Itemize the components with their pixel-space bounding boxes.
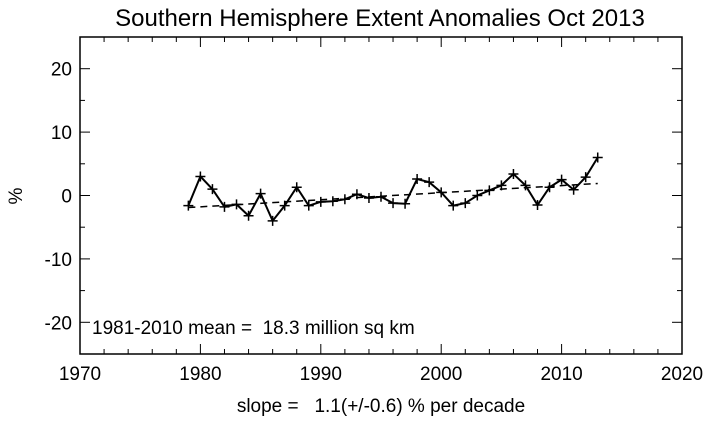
data-point [243, 210, 254, 221]
data-point [448, 200, 459, 211]
y-tick-labels: -20 -10 0 10 20 [45, 60, 72, 335]
x-tick-label: 1970 [59, 364, 101, 385]
x-tick-label: 2020 [661, 364, 703, 385]
data-point [424, 177, 435, 188]
mean-annotation: 1981-2010 mean = 18.3 million sq km [92, 318, 415, 339]
x-tick-label: 1990 [300, 364, 342, 385]
data-point [520, 180, 531, 191]
data-point [484, 185, 495, 196]
data-point [327, 196, 338, 207]
data-point [363, 193, 374, 204]
y-tick-label: 20 [51, 60, 72, 81]
x-tick-label: 2000 [420, 364, 462, 385]
data-point [339, 194, 350, 205]
y-axis-label: % [6, 187, 27, 204]
point-markers [183, 152, 603, 226]
trend-line-group [188, 182, 598, 209]
data-point [544, 182, 555, 193]
y-tick-label: -10 [45, 250, 72, 271]
data-point [351, 189, 362, 200]
data-point [568, 184, 579, 195]
data-point [412, 174, 423, 185]
data-point [315, 196, 326, 207]
data-point [592, 152, 603, 163]
x-tick-label: 2010 [540, 364, 582, 385]
data-point [231, 199, 242, 210]
data-point [472, 190, 483, 201]
data-point [207, 184, 218, 195]
data-point [496, 180, 507, 191]
data-point [195, 171, 206, 182]
data-point [580, 172, 591, 183]
data-point [460, 198, 471, 209]
data-point [388, 198, 399, 209]
data-point [255, 188, 266, 199]
data-point [436, 187, 447, 198]
data-point [508, 168, 519, 179]
axis-ticks [79, 36, 683, 355]
y-tick-label: -20 [45, 313, 72, 334]
trend-line [188, 182, 598, 209]
y-tick-label: 10 [51, 123, 72, 144]
data-point [376, 191, 386, 202]
data-point [303, 200, 314, 211]
data-point [219, 201, 230, 212]
data-point [291, 182, 302, 193]
data-point [267, 215, 278, 226]
data-point [400, 198, 411, 209]
chart-title: Southern Hemisphere Extent Anomalies Oct… [115, 5, 645, 32]
x-tick-labels: 1970 1980 1990 2000 2010 2020 [59, 364, 703, 385]
series-line-group [187, 156, 599, 223]
data-point [532, 200, 543, 211]
data-point [183, 200, 194, 211]
data-point [556, 174, 567, 185]
anomaly-line [187, 156, 599, 223]
x-tick-label: 1980 [179, 364, 221, 385]
slope-footer: slope = 1.1(+/-0.6) % per decade [237, 396, 525, 417]
y-tick-label: 0 [61, 187, 72, 208]
data-point [279, 200, 290, 211]
